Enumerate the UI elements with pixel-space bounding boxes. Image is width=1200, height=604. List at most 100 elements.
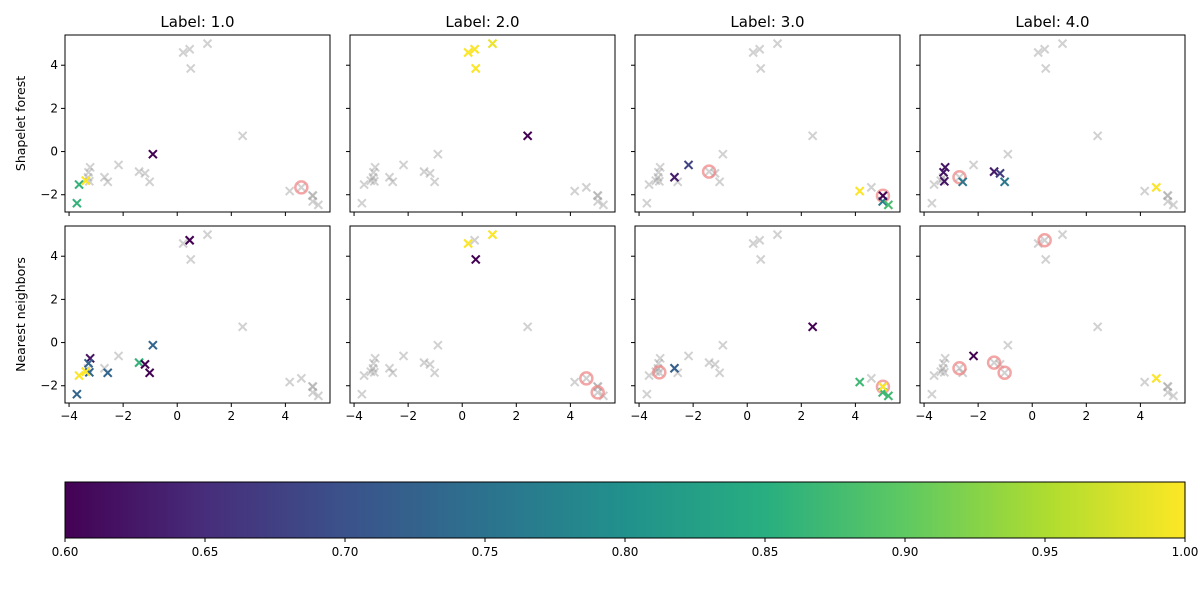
background-point [581,373,592,384]
colored-point [669,172,680,182]
axes-frame [64,225,331,404]
background-point [807,131,818,141]
colored-point [72,389,82,399]
background-point [653,172,663,183]
colored-point [469,44,480,54]
background-point [1162,387,1173,398]
background-point [308,191,318,201]
colored-point [463,47,473,58]
x-tick-label: −4 [345,409,363,423]
colored-point [878,191,888,201]
row-label: Shapelet forest [13,76,28,171]
y-tick-label: −2 [40,188,58,202]
background-point [999,368,1010,378]
subplot-title: Label: 4.0 [1015,13,1089,31]
highlight-circle [997,365,1012,381]
colorbar-tick-label: 0.60 [52,545,79,559]
colored-point [939,176,950,187]
axes-frame [349,34,616,213]
background-point [1162,196,1173,207]
y-tick-label: 0 [50,145,58,159]
x-tick-label: −2 [969,409,987,423]
colored-point [1151,182,1162,193]
background-point [369,176,380,187]
background-point [581,182,592,193]
colorbar-tick-label: 0.75 [472,545,499,559]
background-point [598,200,609,210]
subplot-1-3: Label: 3.0 [631,13,901,216]
y-tick-label: 4 [50,249,58,263]
colorbar-gradient [64,481,1186,539]
background-point [307,196,318,207]
colored-point [669,363,680,373]
background-point [592,190,603,201]
background-point [570,186,580,196]
background-point [593,191,603,201]
background-point [718,149,728,159]
background-point [296,373,307,384]
highlight-circle [590,385,605,400]
background-point [655,353,665,364]
colored-point [144,368,155,378]
x-tick-label: 2 [797,409,805,423]
background-point [469,235,480,245]
x-tick-label: 0 [743,409,751,423]
colorbar-tick-label: 0.85 [752,545,779,559]
background-point [366,175,376,186]
x-tick-label: −2 [114,409,132,423]
background-point [425,359,435,370]
background-point [1003,149,1013,159]
subplot-1-1: −2 0 2 4 Label: 1.0 Shapelet forest [13,13,331,216]
background-point [756,63,766,74]
background-point [522,322,533,332]
background-point [954,363,965,373]
colored-point [522,131,533,141]
colored-point [72,198,82,208]
subplot-2-4: −4 −2 0 2 4 [915,225,1186,423]
background-point [388,177,398,187]
background-point [433,149,443,159]
background-point [570,377,580,387]
colored-point [487,38,498,49]
background-point [384,363,395,373]
colored-point [463,238,473,249]
x-tick-label: 4 [1137,409,1145,423]
background-point [1163,191,1173,201]
background-point [103,177,113,187]
colored-point [855,186,865,196]
background-point [285,377,295,387]
background-point [968,160,979,170]
x-tick-label: −4 [630,409,648,423]
background-point [1039,44,1050,54]
y-tick-label: −2 [40,379,58,393]
highlight-circle [652,365,667,380]
subplot-2-2: −4 −2 0 2 4 [345,225,616,423]
background-point [307,387,318,398]
background-point [1092,131,1103,141]
background-point [357,389,367,399]
background-point [927,389,937,399]
background-point [134,166,144,177]
background-point [710,359,720,370]
background-point [1041,254,1051,265]
x-tick-label: 4 [852,409,860,423]
colored-point [83,358,94,368]
colorbar-tick-label: 0.70 [332,545,359,559]
highlight-circle [986,355,1002,370]
background-point [772,229,783,240]
axes-frame [634,225,901,404]
axes-frame [919,34,1186,213]
background-point [368,358,379,368]
background-point [237,131,248,141]
background-point [113,160,124,170]
background-point [1092,322,1103,332]
background-point [1140,377,1150,387]
background-point [927,198,937,208]
background-point [1140,186,1150,196]
y-tick-label: 2 [50,101,58,115]
background-point [237,322,248,332]
colored-point [74,370,84,381]
background-point [368,167,379,177]
